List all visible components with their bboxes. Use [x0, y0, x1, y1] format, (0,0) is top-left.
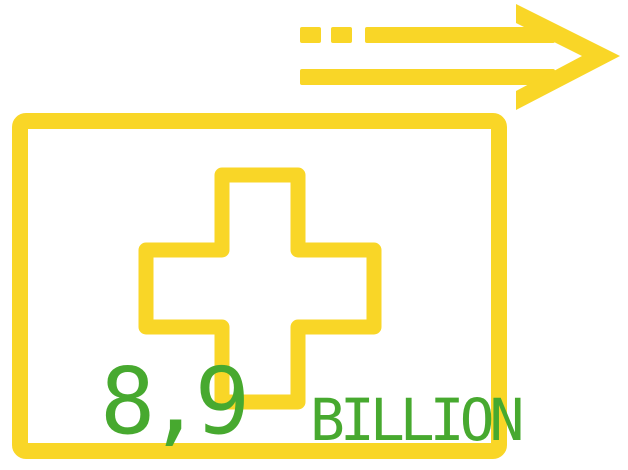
plus-sign-outline — [138, 167, 382, 410]
forward-arrow — [300, 4, 620, 110]
arrow-head — [516, 4, 620, 110]
arrow-bottom-bar — [300, 69, 555, 85]
figure-unit: BILLION — [310, 386, 524, 454]
medical-kit-frame — [12, 113, 507, 459]
arrow-dash-2 — [331, 27, 352, 43]
figure-value: 8,9 — [100, 348, 250, 455]
arrow-top-bar — [365, 27, 555, 43]
arrow-dash-1 — [300, 27, 321, 43]
